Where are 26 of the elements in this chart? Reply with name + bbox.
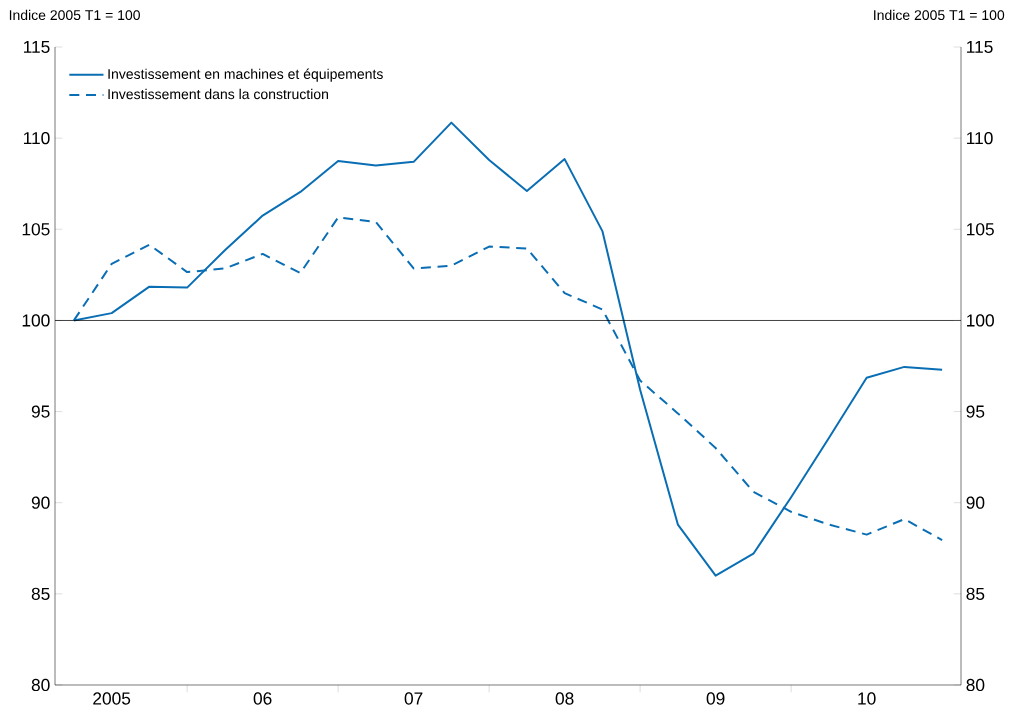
- x-tick-label: 09: [706, 692, 725, 705]
- x-tick-label: 10: [858, 692, 876, 705]
- x-tick-label: 06: [253, 692, 272, 705]
- y2-tick-label: 110: [967, 131, 993, 145]
- y2-tick-label: 105: [967, 223, 994, 236]
- y2-axis-title: Indice 2005 T1 = 100: [874, 9, 1005, 21]
- y-tick-label: 105: [22, 223, 50, 236]
- y2-tick-label: 90: [966, 496, 985, 509]
- y2-tick-label: 85: [966, 587, 985, 600]
- x-tick-label: 2005: [93, 692, 131, 705]
- y-axis-title: Indice 2005 T1 = 100: [9, 9, 140, 21]
- y-tick-label: 85: [31, 587, 50, 600]
- y2-tick-label: 115: [967, 40, 993, 54]
- y2-tick-label: 80: [966, 678, 985, 692]
- y-tick-label: 95: [31, 405, 50, 418]
- y-tick-label: 90: [31, 496, 50, 509]
- legend-label: Investissement en machines et équipements: [108, 68, 383, 82]
- y-tick-label: 110: [23, 131, 50, 145]
- y-tick-label: 100: [22, 314, 50, 327]
- y-tick-label: 80: [31, 678, 50, 692]
- y2-tick-label: 100: [967, 314, 994, 327]
- y-tick-label: 115: [23, 40, 50, 54]
- y2-tick-label: 95: [966, 405, 985, 418]
- x-tick-label: 07: [404, 692, 423, 705]
- x-tick-label: 08: [555, 692, 574, 705]
- legend-label: Investissement dans la construction: [108, 88, 328, 100]
